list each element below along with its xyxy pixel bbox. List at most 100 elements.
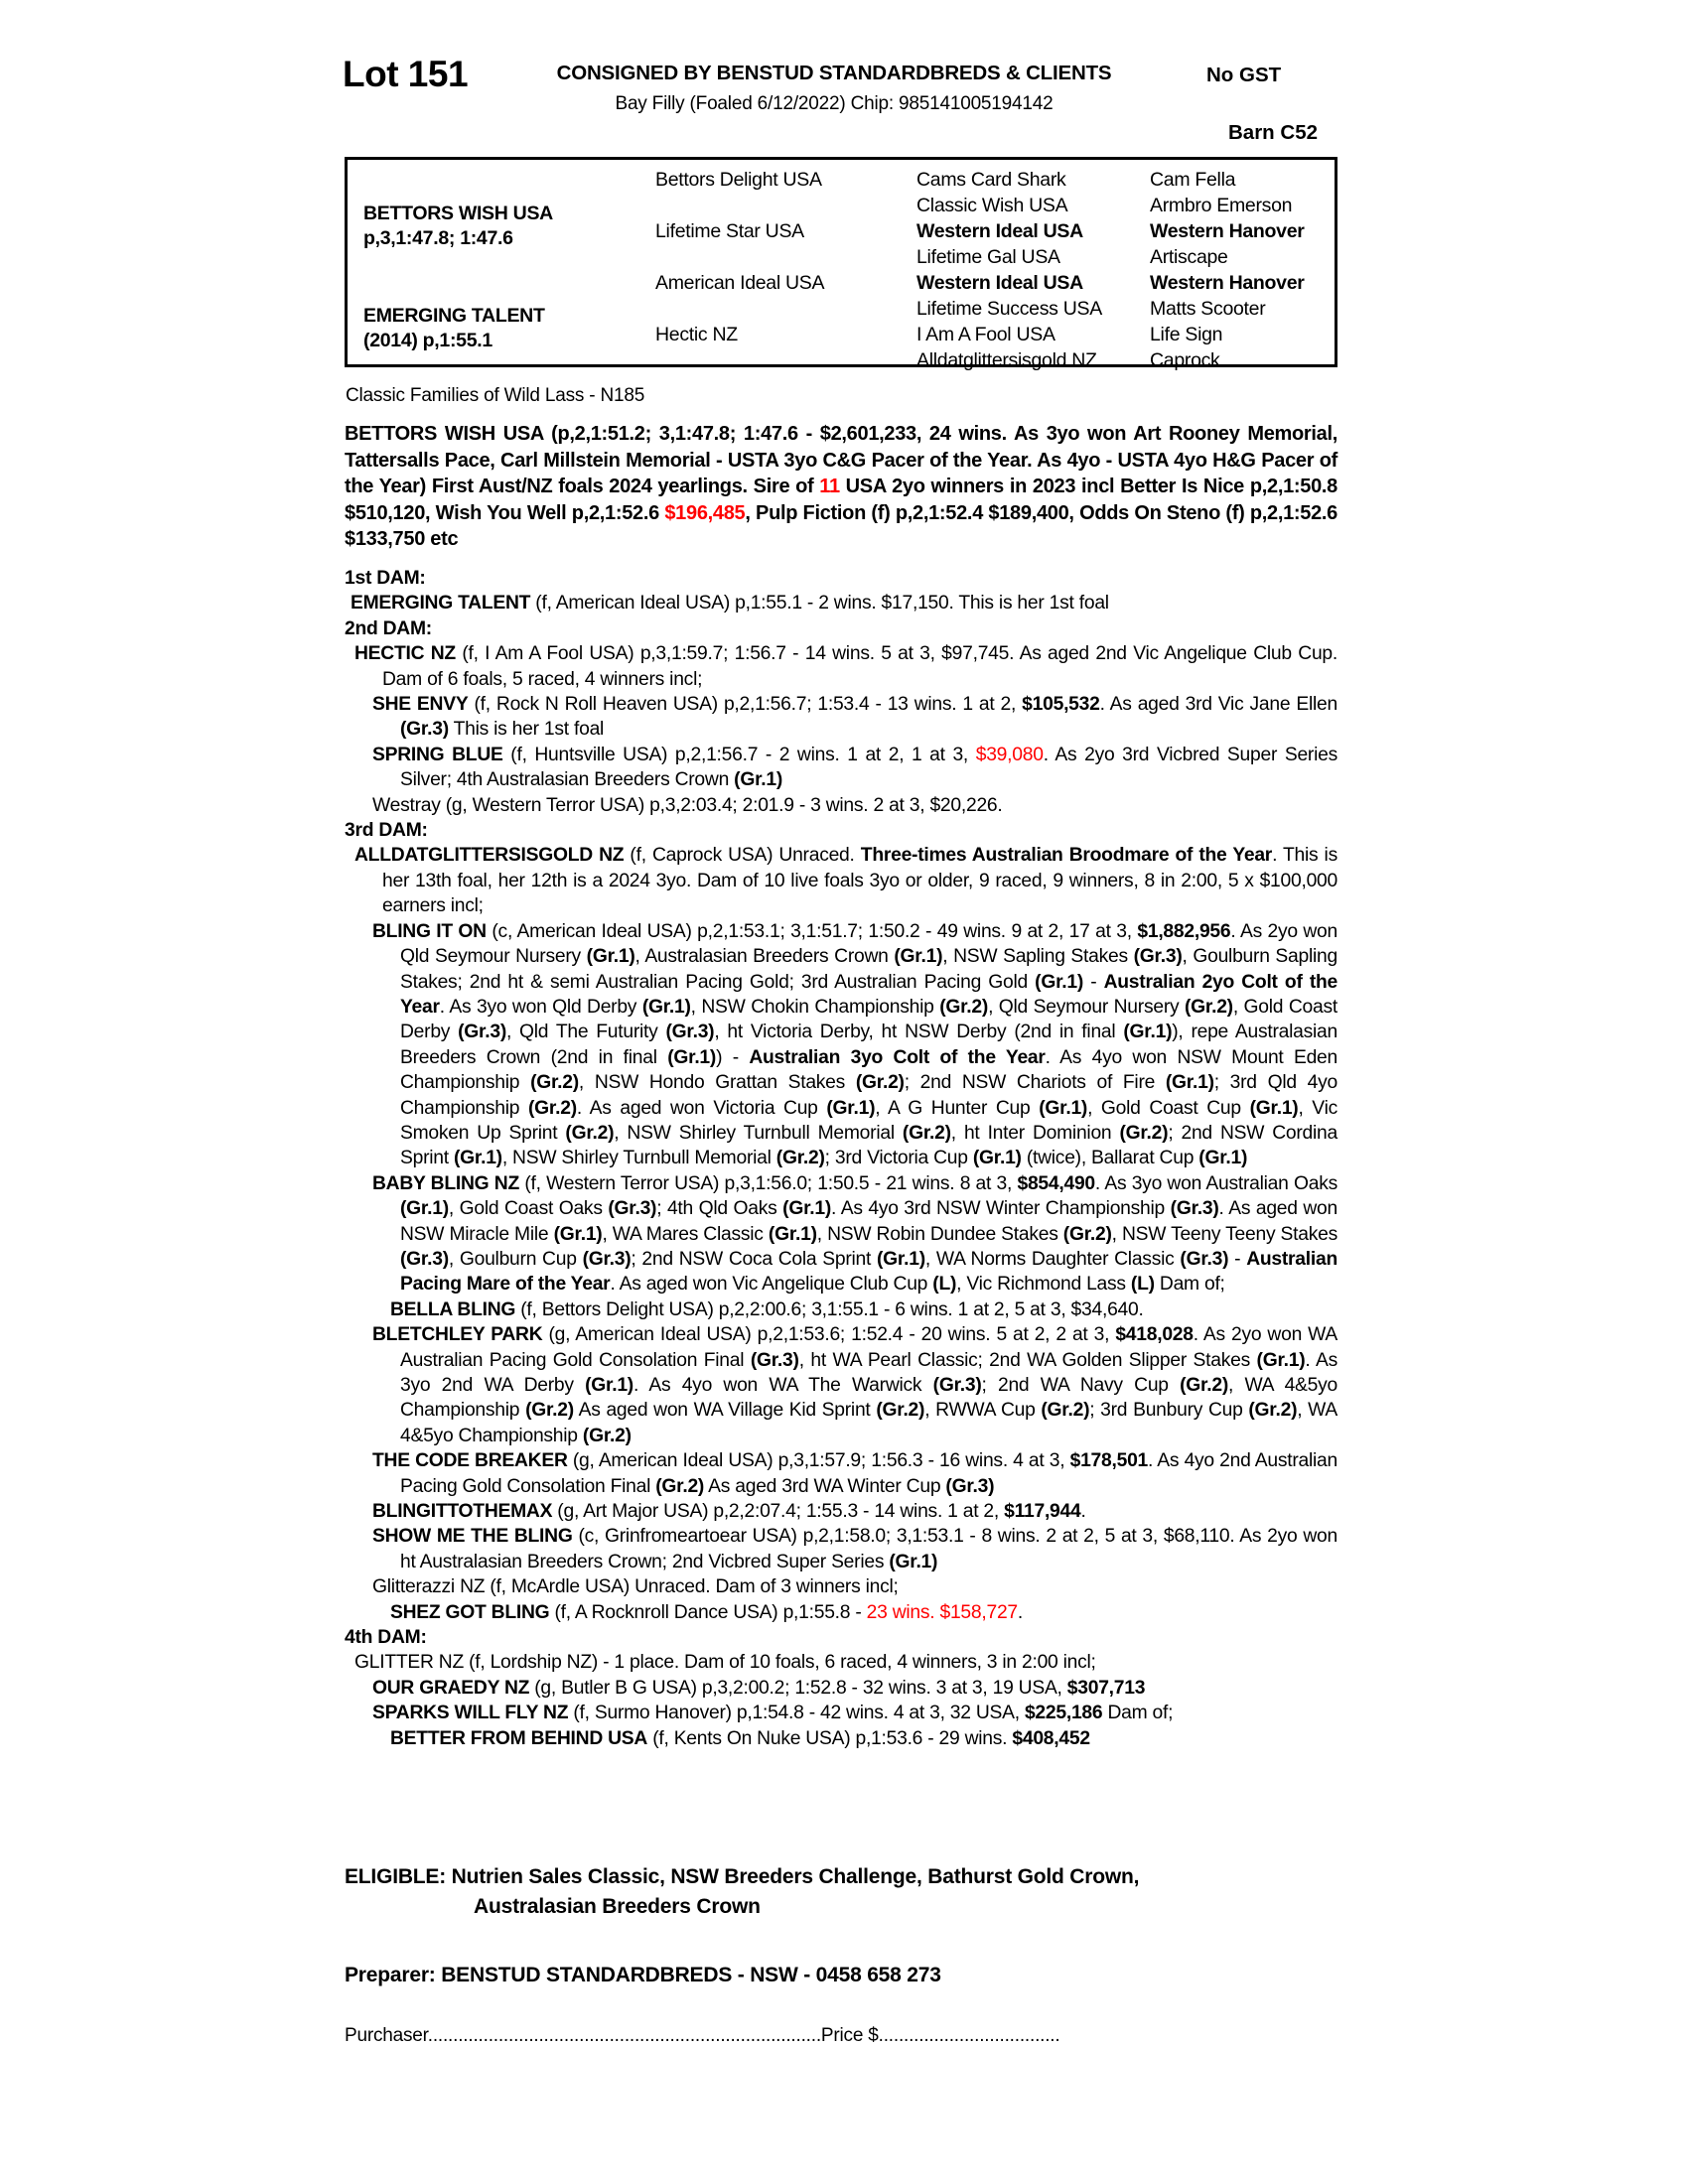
sire-para-part2: USA 2yo winners in 2023 incl Better Is N… <box>345 476 1337 524</box>
bletchley-park-body: (g, American Ideal USA) p,2,1:53.6; 1:52… <box>400 1324 1338 1446</box>
pedigree-gen3-5: Lifetime Success USA <box>916 298 1102 320</box>
spring-blue-b: . As 2yo 3rd Vicbred Super Series Silver… <box>400 744 1337 791</box>
shez-got-bling-entry: SHEZ GOT BLING (f, A Rocknroll Dance USA… <box>345 1600 1337 1625</box>
pedigree-gen4-3: Artiscape <box>1150 246 1228 268</box>
fourth-dam-heading: 4th DAM: <box>345 1627 427 1649</box>
pedigree-gen3-6: I Am A Fool USA <box>916 324 1055 345</box>
pedigree-gen4-6: Life Sign <box>1150 324 1223 345</box>
adg-b: . This is her 13th foal, her 12th is a 2… <box>382 845 1337 917</box>
code-breaker-name: THE CODE BREAKER <box>372 1450 568 1472</box>
sire-summary-paragraph: BETTORS WISH USA (p,2,1:51.2; 3,1:47.8; … <box>345 421 1337 553</box>
pedigree-gen3-2: Western Ideal USA <box>916 220 1083 242</box>
bling-it-on-entry: BLING IT ON (c, American Ideal USA) p,2,… <box>345 919 1337 1171</box>
third-dam-heading: 3rd DAM: <box>345 820 428 842</box>
our-graedy-body: (g, Butler B G USA) p,3,2:00.2; 1:52.8 -… <box>529 1677 1146 1699</box>
spring-blue-name: SPRING BLUE <box>372 744 503 765</box>
blingittothemax-name: BLINGITTOTHEMAX <box>372 1501 553 1523</box>
dam-name: EMERGING TALENT <box>363 305 545 327</box>
hectic-details: (f, I Am A Fool USA) p,3,1:59.7; 1:56.7 … <box>382 643 1338 690</box>
our-graedy-entry: OUR GRAEDY NZ (g, Butler B G USA) p,3,2:… <box>345 1676 1337 1701</box>
show-me-the-bling-entry: SHOW ME THE BLING (c, Grinfromeartoear U… <box>345 1524 1337 1574</box>
pedigree-col-grandparents: Bettors Delight USA Lifetime Star USA Am… <box>645 160 909 364</box>
shez-got-bling-name: SHEZ GOT BLING <box>390 1601 550 1623</box>
first-dam-details: (f, American Ideal USA) p,1:55.1 - 2 win… <box>530 593 1109 614</box>
first-dam-heading: 1st DAM: <box>345 568 426 589</box>
eligibility-block: ELIGIBLE: Nutrien Sales Classic, NSW Bre… <box>345 1862 1347 1922</box>
pedigree-gen3-7: Alldatglittersisgold NZ <box>916 349 1097 371</box>
bling-it-on-name: BLING IT ON <box>372 920 487 942</box>
pedigree-gen3-0: Cams Card Shark <box>916 169 1066 191</box>
she-envy-b: . As aged 3rd Vic Jane Ellen <box>1099 694 1338 716</box>
pedigree-col-great-grandparents: Cams Card Shark Classic Wish USA Western… <box>909 160 1142 371</box>
pedigree-gen4-4: Western Hanover <box>1150 272 1305 294</box>
pedigree-gen3-1: Classic Wish USA <box>916 195 1068 216</box>
spring-blue-entry: SPRING BLUE (f, Huntsville USA) p,2,1:56… <box>345 743 1337 793</box>
purchaser-price-line: Purchaser...............................… <box>345 2025 1060 2046</box>
she-envy-a: (f, Rock N Roll Heaven USA) p,2,1:56.7; … <box>468 694 1023 716</box>
sire-name: BETTORS WISH USA <box>363 203 553 224</box>
she-envy-name: SHE ENVY <box>372 694 469 716</box>
pedigree-gen4-2: Western Hanover <box>1150 220 1305 242</box>
shez-got-bling-earnings: 23 wins. $158,727 <box>866 1601 1019 1623</box>
glitterazzi-entry: Glitterazzi NZ (f, McArdle USA) Unraced.… <box>372 1576 899 1598</box>
eligibility-line-2: Australasian Breeders Crown <box>474 1895 761 1918</box>
code-breaker-body: (g, American Ideal USA) p,3,1:57.9; 1:56… <box>400 1450 1338 1497</box>
sire-para-part3: , Pulp Fiction (f) p,2,1:52.4 $189,400, … <box>345 501 1337 551</box>
sire-para-part1: BETTORS WISH USA (p,2,1:51.2; 3,1:47.8; … <box>345 423 1337 497</box>
bella-bling-body: (f, Bettors Delight USA) p,2,2:00.6; 3,1… <box>515 1298 1144 1320</box>
adg-name: ALLDATGLITTERSISGOLD NZ <box>354 845 625 867</box>
sire-record: p,3,1:47.8; 1:47.6 <box>363 227 513 249</box>
pedigree-table: BETTORS WISH USA p,3,1:47.8; 1:47.6 EMER… <box>345 157 1337 371</box>
spring-blue-earnings: $39,080 <box>975 744 1044 765</box>
pedigree-gen4-1: Armbro Emerson <box>1150 195 1293 216</box>
consignor-line: CONSIGNED BY BENSTUD STANDARDBREDS & CLI… <box>556 62 1112 84</box>
gst-status: No GST <box>1206 64 1282 86</box>
sparks-will-fly-body: (f, Surmo Hanover) p,1:54.8 - 42 wins. 4… <box>568 1703 1174 1724</box>
better-from-behind-body: (f, Kents On Nuke USA) p,1:53.6 - 29 win… <box>647 1727 1090 1749</box>
show-me-the-bling-body: (c, Grinfromeartoear USA) p,2,1:58.0; 3,… <box>400 1526 1337 1572</box>
sire-para-red-earnings: $196,485 <box>664 501 746 524</box>
dam-record: (2014) p,1:55.1 <box>363 330 492 351</box>
pedigree-col-parents: BETTORS WISH USA p,3,1:47.8; 1:47.6 EMER… <box>348 160 645 364</box>
page-header: Lot 151 CONSIGNED BY BENSTUD STANDARDBRE… <box>0 44 1688 161</box>
alldatglittersisgold-entry: ALLDATGLITTERSISGOLD NZ (f, Caprock USA)… <box>345 843 1337 918</box>
spring-blue-a: (f, Huntsville USA) p,2,1:56.7 - 2 wins.… <box>502 744 976 765</box>
pedigree-gen2-3: Hectic NZ <box>655 324 738 345</box>
bletchley-park-name: BLETCHLEY PARK <box>372 1324 543 1346</box>
second-dam-heading: 2nd DAM: <box>345 617 432 639</box>
hectic-name: HECTIC NZ <box>354 643 456 665</box>
bella-bling-name: BELLA BLING <box>390 1298 516 1320</box>
sparks-will-fly-entry: SPARKS WILL FLY NZ (f, Surmo Hanover) p,… <box>345 1701 1337 1725</box>
she-envy-c: This is her 1st foal <box>448 719 605 741</box>
baby-bling-entry: BABY BLING NZ (f, Western Terror USA) p,… <box>345 1171 1337 1297</box>
she-envy-entry: SHE ENVY (f, Rock N Roll Heaven USA) p,2… <box>345 692 1337 743</box>
westray-entry: Westray (g, Western Terror USA) p,3,2:03… <box>372 794 1003 816</box>
bella-bling-entry: BELLA BLING (f, Bettors Delight USA) p,2… <box>345 1297 1337 1322</box>
pedigree-narrative: 1st DAM: EMERGING TALENT (f, American Id… <box>345 566 1337 1751</box>
pedigree-gen4-7: Caprock <box>1150 349 1220 371</box>
sparks-will-fly-name: SPARKS WILL FLY NZ <box>372 1703 569 1724</box>
breed-details-line: Bay Filly (Foaled 6/12/2022) Chip: 98514… <box>615 93 1054 114</box>
second-dam-entry: HECTIC NZ (f, I Am A Fool USA) p,3,1:59.… <box>345 641 1337 692</box>
pedigree-gen4-0: Cam Fella <box>1150 169 1236 191</box>
pedigree-gen2-1: Lifetime Star USA <box>655 220 804 242</box>
bletchley-park-entry: BLETCHLEY PARK (g, American Ideal USA) p… <box>345 1322 1337 1448</box>
blingittothemax-body: (g, Art Major USA) p,2,2:07.4; 1:55.3 - … <box>552 1501 1086 1523</box>
better-from-behind-entry: BETTER FROM BEHIND USA (f, Kents On Nuke… <box>345 1726 1337 1751</box>
lot-number: Lot 151 <box>343 54 469 94</box>
pedigree-gen2-0: Bettors Delight USA <box>655 169 822 191</box>
pedigree-col-gen4: Cam Fella Armbro Emerson Western Hanover… <box>1142 160 1335 371</box>
sire-para-red-winners: 11 <box>819 476 840 497</box>
our-graedy-name: OUR GRAEDY NZ <box>372 1677 530 1699</box>
better-from-behind-name: BETTER FROM BEHIND USA <box>390 1727 648 1749</box>
adg-a: (f, Caprock USA) Unraced. <box>624 845 861 867</box>
shez-got-bling-post: . <box>1017 1601 1024 1623</box>
she-envy-grade: (Gr.3) <box>400 719 449 741</box>
shez-got-bling-pre: (f, A Rocknroll Dance USA) p,1:55.8 - <box>549 1601 867 1623</box>
first-dam-name: EMERGING TALENT <box>351 593 531 614</box>
baby-bling-name: BABY BLING NZ <box>372 1172 519 1194</box>
first-dam-entry: EMERGING TALENT (f, American Ideal USA) … <box>345 591 1337 615</box>
pedigree-gen4-5: Matts Scooter <box>1150 298 1266 320</box>
barn-location: Barn C52 <box>1228 121 1319 144</box>
